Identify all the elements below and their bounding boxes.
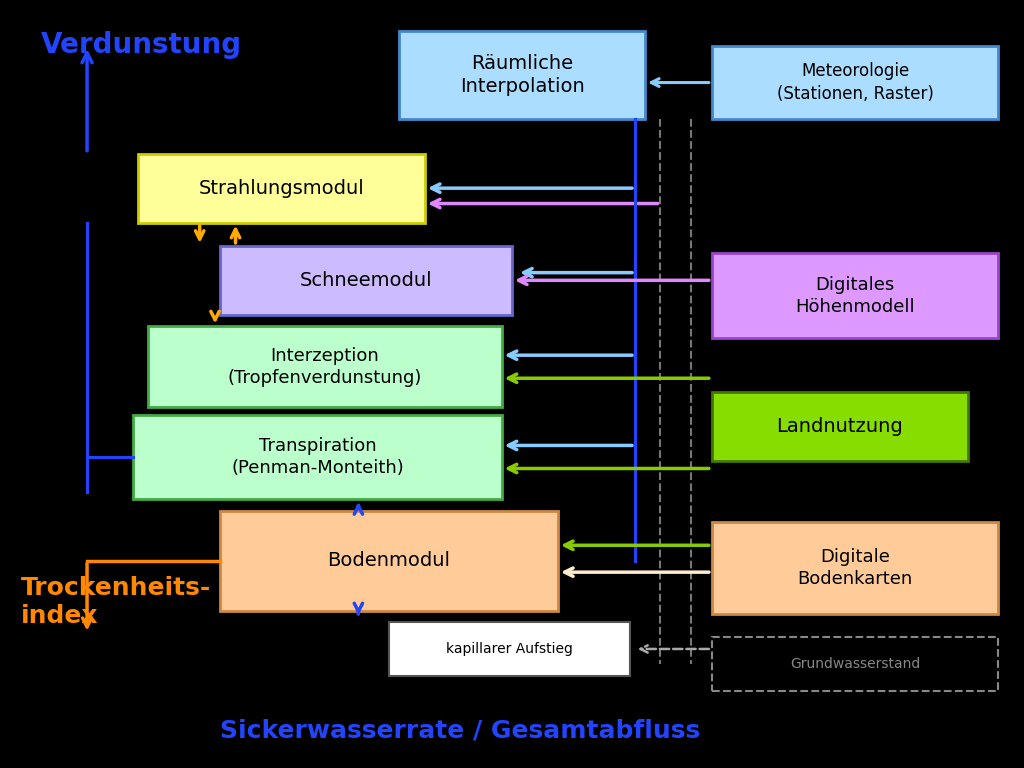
Text: Digitale
Bodenkarten: Digitale Bodenkarten xyxy=(798,548,912,588)
Text: Räumliche
Interpolation: Räumliche Interpolation xyxy=(460,54,585,96)
Text: Digitales
Höhenmodell: Digitales Höhenmodell xyxy=(796,276,914,316)
FancyBboxPatch shape xyxy=(138,154,425,223)
Text: Transpiration
(Penman-Monteith): Transpiration (Penman-Monteith) xyxy=(231,437,403,477)
FancyBboxPatch shape xyxy=(712,522,998,614)
FancyBboxPatch shape xyxy=(133,415,502,499)
Text: Trockenheits-
index: Trockenheits- index xyxy=(20,576,211,627)
Text: kapillarer Aufstieg: kapillarer Aufstieg xyxy=(446,642,572,656)
FancyBboxPatch shape xyxy=(712,46,998,119)
Text: Landnutzung: Landnutzung xyxy=(776,417,903,435)
Text: Grundwasserstand: Grundwasserstand xyxy=(790,657,921,671)
Text: Schneemodul: Schneemodul xyxy=(300,271,432,290)
FancyBboxPatch shape xyxy=(712,392,968,461)
Text: Interzeption
(Tropfenverdunstung): Interzeption (Tropfenverdunstung) xyxy=(228,346,422,387)
FancyBboxPatch shape xyxy=(399,31,645,119)
FancyBboxPatch shape xyxy=(712,253,998,338)
FancyBboxPatch shape xyxy=(220,246,512,315)
Text: Strahlungsmodul: Strahlungsmodul xyxy=(199,179,365,197)
Text: Bodenmodul: Bodenmodul xyxy=(328,551,451,570)
Text: Meteorologie
(Stationen, Raster): Meteorologie (Stationen, Raster) xyxy=(776,62,934,103)
FancyBboxPatch shape xyxy=(220,511,558,611)
Text: Sickerwasserrate / Gesamtabfluss: Sickerwasserrate / Gesamtabfluss xyxy=(220,718,700,742)
Text: Verdunstung: Verdunstung xyxy=(41,31,242,58)
FancyBboxPatch shape xyxy=(712,637,998,691)
FancyBboxPatch shape xyxy=(389,622,630,676)
FancyBboxPatch shape xyxy=(148,326,502,407)
